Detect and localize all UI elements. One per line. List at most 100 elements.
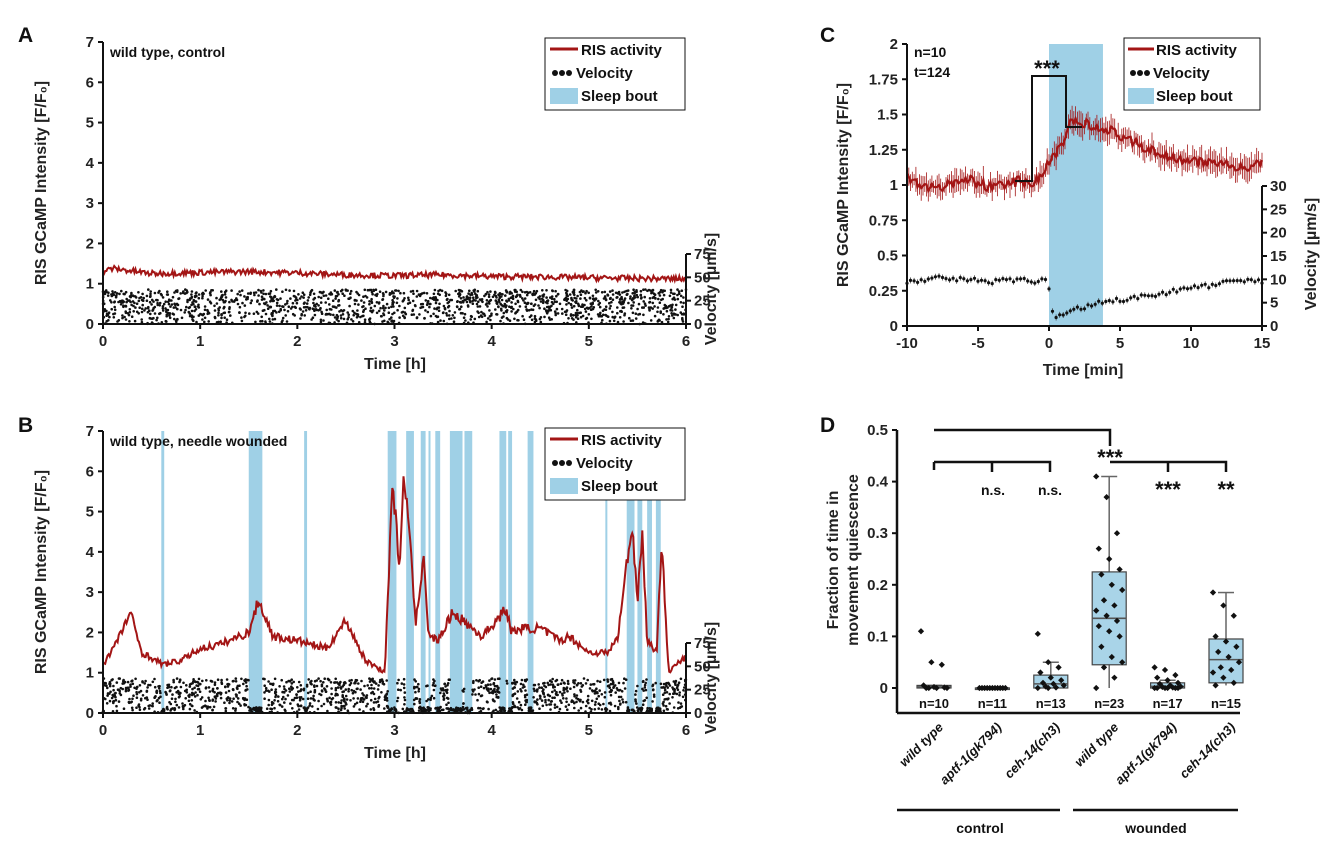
velocity-dot (477, 692, 481, 696)
velocity-dot (112, 700, 115, 703)
velocity-dot (187, 699, 191, 703)
velocity-dot (223, 311, 227, 315)
velocity-dot (468, 289, 471, 293)
legend-sleep-label: Sleep bout (1156, 88, 1233, 105)
n-label: n=23 (1094, 696, 1124, 711)
velocity-dot (426, 301, 429, 305)
velocity-dot (263, 297, 266, 301)
velocity-dot (505, 679, 509, 683)
velocity-dot (634, 693, 637, 696)
velocity-dot (516, 318, 519, 322)
velocity-dot (191, 301, 194, 304)
velocity-dot (508, 319, 512, 323)
velocity-point (923, 279, 927, 283)
velocity-dot (270, 312, 274, 315)
velocity-dot (188, 702, 192, 706)
velocity-dot (515, 680, 519, 684)
velocity-dot (662, 293, 666, 297)
velocity-point (1196, 286, 1200, 290)
box-data-point (1093, 607, 1100, 614)
velocity-dot (241, 301, 244, 305)
velocity-dot (425, 292, 429, 295)
velocity-dot (481, 300, 484, 304)
velocity-dot (385, 699, 389, 702)
velocity-dot (352, 697, 355, 700)
velocity-dot (357, 321, 361, 324)
velocity-dot (209, 291, 212, 294)
velocity-dot (263, 691, 266, 694)
velocity-dot (373, 680, 376, 683)
velocity-dot (477, 686, 481, 689)
velocity-dot (533, 689, 536, 693)
velocity-dot (499, 709, 502, 712)
panel-d-ylabel-line2: movement quiescence (845, 474, 862, 646)
velocity-dot (572, 685, 576, 689)
velocity-dot (266, 307, 270, 311)
velocity-dot (334, 681, 337, 684)
velocity-dot (222, 300, 226, 304)
velocity-dot (601, 318, 604, 322)
velocity-dot (349, 289, 353, 293)
velocity-dot (369, 708, 373, 711)
box-data-point (1034, 684, 1041, 692)
y2-tick-label: 25 (694, 682, 711, 699)
velocity-dot (509, 707, 513, 710)
velocity-dot (198, 682, 201, 686)
velocity-point (1097, 299, 1101, 303)
velocity-dot (551, 677, 554, 681)
velocity-dot (390, 707, 394, 710)
velocity-dot (574, 315, 578, 319)
velocity-dot (139, 697, 143, 701)
velocity-dot (348, 679, 351, 682)
velocity-dot (486, 290, 489, 294)
velocity-dot (137, 291, 140, 294)
velocity-dot (676, 288, 679, 291)
velocity-dot (285, 680, 288, 684)
velocity-dot (124, 310, 127, 313)
velocity-dot (193, 305, 197, 309)
velocity-dot (333, 316, 337, 319)
x-tick-label: 1 (196, 722, 204, 739)
velocity-dot (267, 703, 271, 707)
velocity-point (1015, 277, 1019, 281)
y-tick-label: 2 (86, 235, 94, 252)
velocity-dot (374, 682, 378, 685)
legend-sleep-swatch (550, 478, 578, 494)
panel-c-label: C (820, 24, 835, 47)
velocity-dot (642, 300, 645, 303)
velocity-dot (171, 312, 174, 316)
velocity-dot (185, 291, 188, 295)
velocity-dot (332, 313, 335, 317)
velocity-dot (170, 303, 174, 306)
legend-velocity-swatch (1130, 70, 1150, 76)
velocity-point (983, 279, 987, 283)
velocity-dot (669, 288, 673, 292)
legend-ris-label: RIS activity (581, 42, 663, 59)
velocity-dot (586, 678, 589, 682)
velocity-dot (507, 297, 511, 301)
velocity-dot (666, 306, 669, 309)
velocity-dot (192, 319, 195, 323)
velocity-point (1047, 287, 1051, 291)
velocity-dot (131, 697, 134, 701)
box-data-point (1113, 617, 1121, 625)
velocity-dot (387, 311, 391, 315)
velocity-dot (494, 308, 497, 311)
velocity-dot (513, 317, 516, 321)
velocity-dot (545, 703, 548, 707)
velocity-dot (668, 684, 672, 687)
velocity-point (1185, 287, 1190, 291)
velocity-dot (188, 683, 192, 686)
velocity-dot (606, 684, 610, 688)
velocity-dot (361, 700, 365, 704)
velocity-dot (396, 699, 399, 703)
velocity-dot (487, 295, 491, 299)
panel-c-axes: -10 -5 0 5 10 1500.250.50.7511.251.51.7520510… (869, 36, 1287, 352)
velocity-dot (328, 292, 331, 296)
velocity-dot (108, 680, 112, 684)
velocity-dot (436, 707, 440, 710)
velocity-dot (510, 305, 513, 309)
velocity-dot (130, 291, 133, 295)
velocity-dot (153, 685, 157, 689)
